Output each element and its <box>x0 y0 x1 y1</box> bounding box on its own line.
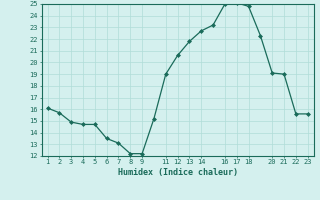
X-axis label: Humidex (Indice chaleur): Humidex (Indice chaleur) <box>118 168 237 177</box>
